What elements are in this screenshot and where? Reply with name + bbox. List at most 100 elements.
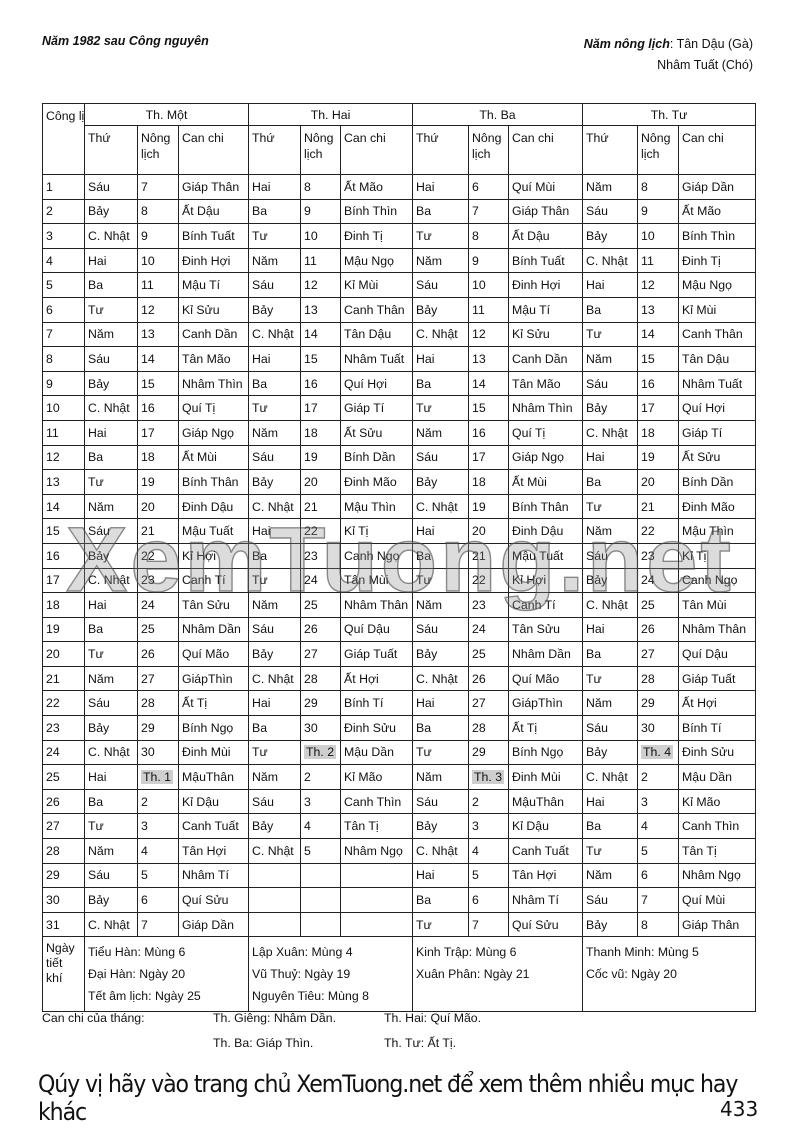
canchi-cell: Kỉ Sửu bbox=[177, 296, 250, 323]
weekday-cell: C. Nhật bbox=[84, 223, 138, 249]
weekday-cell-text: Hai bbox=[586, 622, 605, 637]
lunar-day-cell-text: 10 bbox=[141, 253, 155, 268]
weekday-cell: Bảy bbox=[412, 469, 470, 495]
canchi-cell-text: Nhâm Tí bbox=[512, 893, 559, 908]
lunar-day-cell: 16 bbox=[300, 370, 342, 397]
canchi-cell-text: Giáp Tí bbox=[344, 401, 385, 416]
solar-day-cell: 11 bbox=[42, 419, 85, 446]
lunar-day-cell-text: 14 bbox=[304, 327, 318, 342]
lunar-day-cell-text: 25 bbox=[304, 597, 318, 612]
lunar-day-cell-text: 6 bbox=[472, 179, 479, 194]
lunar-day-cell-text: 29 bbox=[472, 745, 486, 760]
weekday-cell: Bảy bbox=[84, 198, 138, 225]
lunar-day-cell: 9 bbox=[468, 247, 510, 274]
weekday-cell: Bảy bbox=[412, 813, 470, 840]
weekday-cell: Tư bbox=[412, 911, 470, 938]
weekday-cell-text: C. Nhật bbox=[88, 917, 130, 932]
weekday-cell-text: Tư bbox=[416, 745, 432, 760]
lunar-day-cell-text: 29 bbox=[641, 696, 655, 711]
lunar-day-cell: 6 bbox=[468, 174, 510, 200]
canchi-cell-text: Tân Mùi bbox=[344, 573, 389, 588]
lunar-day-cell: 29 bbox=[637, 690, 680, 717]
weekday-cell: Hai bbox=[248, 346, 302, 372]
weekday-cell-text: C. Nhật bbox=[586, 770, 628, 785]
canchi-cell-text: Mậu Thìn bbox=[682, 524, 734, 539]
canchi-cell: Nhâm Thân bbox=[340, 592, 414, 618]
canchi-cell: MậuThân bbox=[177, 764, 250, 790]
lunar-day-cell: 21 bbox=[468, 542, 510, 569]
solar-day-cell: 16 bbox=[42, 542, 85, 569]
weekday-cell-text: Ba bbox=[586, 302, 602, 317]
lunar-day-cell: 5 bbox=[137, 862, 179, 889]
canchi-cell-text: Mậu Tí bbox=[182, 278, 221, 293]
lunar-day-cell: 26 bbox=[637, 616, 680, 643]
lunar-day-cell: 23 bbox=[637, 542, 680, 569]
canchi-cell: Nhâm Thìn bbox=[177, 370, 250, 397]
weekday-cell: Hai bbox=[412, 862, 470, 889]
canchi-cell-text: Giáp Ngọ bbox=[512, 450, 564, 465]
table-row: 6 Tư 12 Kỉ Sửu Bảy 13 Canh Thân Bảy 11 Mậu Tí Ba 13… bbox=[42, 296, 757, 323]
weekday-cell: Năm bbox=[412, 764, 470, 790]
solar-day-cell-text: 14 bbox=[46, 499, 60, 514]
weekday-cell: Tư bbox=[248, 739, 302, 766]
canchi-cell: Quí Mão bbox=[508, 665, 584, 692]
canchi-cell-text: Bính Tí bbox=[682, 720, 722, 735]
lunar-day-cell: 29 bbox=[300, 690, 342, 717]
weekday-cell: Sáu bbox=[412, 788, 470, 815]
canchi-cell-text: Giáp Tuất bbox=[344, 647, 398, 662]
solar-day-cell-text: 7 bbox=[46, 327, 53, 342]
solar-day-cell-text: 6 bbox=[46, 302, 53, 317]
weekday-cell: Hai bbox=[582, 444, 639, 471]
lunar-day-cell-text: 16 bbox=[141, 401, 155, 416]
canchi-cell: Quí Dậu bbox=[678, 641, 757, 667]
canchi-cell-text: Giáp Thân bbox=[182, 179, 240, 194]
lunar-day-cell: Th. 1 bbox=[137, 764, 179, 790]
lunar-day-cell-text: 20 bbox=[304, 474, 318, 489]
canchi-cell: Mậu Tí bbox=[177, 272, 250, 298]
weekday-cell-text: Tư bbox=[252, 573, 268, 588]
canchi-cell: Ất Hợi bbox=[678, 690, 757, 717]
table-row: 7 Năm 13 Canh Dần C. Nhật 14 Tân Dậu C. Nhật 12 K… bbox=[42, 321, 757, 348]
weekday-cell-text: Sáu bbox=[586, 893, 608, 908]
canchi-cell-text: Đinh Mão bbox=[344, 474, 397, 489]
weekday-cell-text: Sáu bbox=[252, 622, 274, 637]
weekday-cell-text: Năm bbox=[88, 499, 114, 514]
canchi-cell: Tân Tị bbox=[678, 838, 757, 864]
weekday-cell-text: Sáu bbox=[586, 376, 608, 391]
canchi-cell: Bính Dần bbox=[678, 469, 757, 495]
lunar-day-cell: 10 bbox=[137, 247, 179, 274]
lunar-day-cell-text: 4 bbox=[141, 843, 148, 858]
lunar-day-cell-text: 21 bbox=[141, 524, 155, 539]
weekday-cell-text: Bảy bbox=[252, 302, 274, 317]
weekday-cell: Ba bbox=[84, 616, 138, 643]
solar-day-cell: 21 bbox=[42, 665, 85, 692]
lunar-day-cell: 10 bbox=[468, 272, 510, 298]
lunar-day-cell bbox=[300, 862, 342, 889]
canchi-cell: Canh Tuất bbox=[508, 838, 584, 864]
lunar-day-cell-text: 18 bbox=[304, 425, 318, 440]
lunar-day-cell-text: 13 bbox=[472, 351, 486, 366]
table-row: 31 C. Nhật 7 Giáp Dần Tư 7 Quí Sửu Bảy 8 Giáp Thâ… bbox=[42, 911, 757, 938]
canchi-cell: Bính Ngọ bbox=[177, 715, 250, 741]
canchi-cell-text: Mậu Tí bbox=[512, 302, 551, 317]
weekday-cell-text: Ba bbox=[88, 450, 104, 465]
canchi-cell-text: Mậu Dần bbox=[344, 745, 394, 760]
canchi-cell-text: Tân Tị bbox=[682, 843, 717, 858]
canchi-cell: Canh Thìn bbox=[678, 813, 757, 840]
canchi-cell: Đinh Tị bbox=[340, 223, 414, 249]
lunar-day-cell: 25 bbox=[637, 592, 680, 618]
table-row: 20 Tư 26 Quí Mão Bảy 27 Giáp Tuất Bảy 25 Nhâm Dần… bbox=[42, 641, 757, 667]
weekday-cell: Sáu bbox=[582, 715, 639, 741]
canchi-cell: Tân Hợi bbox=[508, 862, 584, 889]
lunar-day-cell: 17 bbox=[300, 395, 342, 421]
canchi-cell: Nhâm Dần bbox=[177, 616, 250, 643]
canchi-cell: Ất Dậu bbox=[508, 223, 584, 249]
lunar-day-cell: 23 bbox=[300, 542, 342, 569]
weekday-cell-text: Hai bbox=[252, 696, 271, 711]
lunar-day-cell: 24 bbox=[137, 592, 179, 618]
table-row: 25 Hai Th. 1 MậuThân Năm 2 Kỉ Mão Năm Th. 3 Đinh … bbox=[42, 764, 757, 790]
canchi-cell: Canh Tí bbox=[508, 592, 584, 618]
canchi-cell: Ất Mão bbox=[678, 198, 757, 225]
table-row: 16 Bảy 22 Kỉ Hợi Ba 23 Canh Ngọ Ba 21 Mậu Tuất Sáu… bbox=[42, 542, 757, 569]
month-header: Th. Ba bbox=[412, 103, 584, 126]
